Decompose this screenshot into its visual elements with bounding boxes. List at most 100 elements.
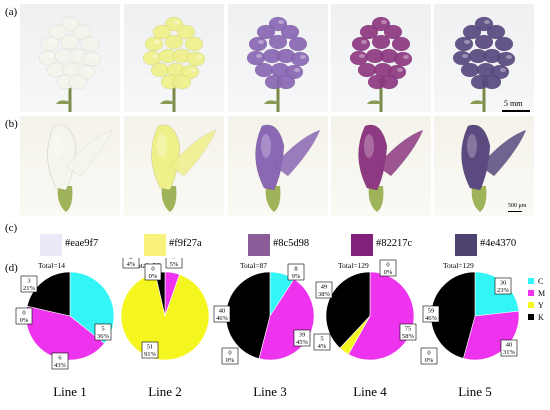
callout-count: 3 [172, 258, 175, 261]
legend-label: M [538, 289, 545, 298]
callout-percent: 46% [216, 315, 229, 322]
color-swatch [248, 234, 270, 256]
callout-count: 39 [299, 332, 306, 339]
scale-label-b: 500 μm [508, 203, 527, 209]
color-hex-label: #eae9f7 [65, 238, 99, 249]
scale-label-a: 5 mm [504, 99, 523, 108]
callout-percent: 21% [23, 285, 36, 292]
raceme-photo [331, 4, 431, 112]
callout-count: 40 [506, 342, 513, 349]
legend-label: Y [538, 301, 544, 310]
slice-callout: 536% [94, 323, 112, 341]
panel-label-c: (c) [5, 222, 18, 234]
callout-percent: 46% [425, 315, 438, 322]
callout-count: 0 [22, 310, 25, 317]
pie-line-label: Line 4 [353, 384, 387, 399]
pie-line-label: Line 1 [53, 384, 87, 399]
callout-percent: 4% [318, 343, 327, 350]
callout-percent: 43% [54, 362, 67, 369]
pie-slice-k [325, 271, 371, 349]
raceme-photo [434, 4, 534, 112]
callout-count: 51 [147, 344, 154, 351]
slice-callout: 643% [51, 352, 69, 370]
flower-illustration [47, 124, 113, 212]
slice-callout: 54% [313, 333, 331, 351]
callout-percent: 9% [292, 273, 301, 280]
flower-illustration [255, 124, 321, 212]
color-swatch [144, 234, 166, 256]
callout-percent: 0% [384, 269, 393, 276]
callout-count: 30 [500, 280, 507, 287]
pie-total-label: Total=129 [338, 261, 369, 270]
callout-count: 0 [427, 350, 430, 357]
pie-total-label: Total=87 [240, 261, 267, 270]
callout-count: 49 [321, 284, 328, 291]
slice-callout: 35% [165, 258, 183, 269]
callout-count: 0 [151, 266, 154, 273]
callout-percent: 5% [170, 261, 179, 268]
pie-chart: Total=14 536% 643% 00% 321% [15, 261, 115, 370]
slice-callout: 89% [287, 263, 305, 281]
callout-count: 8 [294, 266, 297, 273]
pie-slice-y [120, 272, 210, 361]
flower-illustration [151, 124, 217, 212]
raceme-illustration [142, 16, 206, 112]
slice-callout: 00% [221, 347, 239, 365]
raceme-illustration [38, 16, 102, 112]
callout-count: 0 [386, 262, 389, 269]
callout-percent: 45% [296, 339, 309, 346]
pie-slice-k [26, 271, 71, 317]
callout-count: 3 [27, 278, 30, 285]
callout-count: 6 [58, 355, 62, 362]
callout-count: 5 [320, 336, 323, 343]
single-flower-photo [434, 116, 534, 216]
callout-count: 40 [219, 308, 226, 315]
callout-percent: 0% [149, 273, 158, 280]
callout-percent: 0% [226, 357, 235, 364]
color-swatch [455, 234, 477, 256]
callout-count: 75 [405, 326, 412, 333]
raceme-photo [228, 4, 328, 112]
slice-callout: 321% [20, 275, 38, 293]
callout-percent: 23% [497, 287, 510, 294]
callout-count: 59 [428, 308, 435, 315]
legend-marker [528, 302, 534, 308]
slice-callout: 00% [379, 259, 397, 277]
flower-illustration [358, 124, 424, 212]
color-hex-label: #f9f27a [169, 238, 202, 249]
callout-percent: 58% [402, 333, 415, 340]
legend-label: C [538, 277, 543, 286]
pie-line-label: Line 5 [458, 384, 492, 399]
panel-label-b: (b) [5, 118, 18, 130]
panel-label-a: (a) [5, 6, 18, 18]
legend-marker [528, 290, 534, 296]
callout-count: 0 [228, 350, 231, 357]
callout-percent: 31% [503, 349, 516, 356]
single-flower-photo [331, 116, 431, 216]
callout-count: 5 [101, 326, 104, 333]
single-flower-photo [20, 116, 120, 216]
color-swatch [40, 234, 62, 256]
raceme-illustration [246, 16, 310, 112]
slice-callout: 24% [122, 258, 140, 269]
flower-illustration [461, 124, 527, 212]
callout-percent: 0% [20, 317, 29, 324]
callout-count: 2 [129, 258, 132, 261]
color-swatch [351, 234, 373, 256]
pie-total-label: Total=129 [443, 261, 474, 270]
callout-percent: 38% [318, 291, 331, 298]
scale-bar-b [508, 211, 522, 212]
callout-percent: 36% [97, 333, 110, 340]
callout-percent: 91% [144, 351, 157, 358]
single-flower-photo [124, 116, 224, 216]
callout-percent: 0% [425, 357, 434, 364]
pie-line-label: Line 2 [148, 384, 182, 399]
